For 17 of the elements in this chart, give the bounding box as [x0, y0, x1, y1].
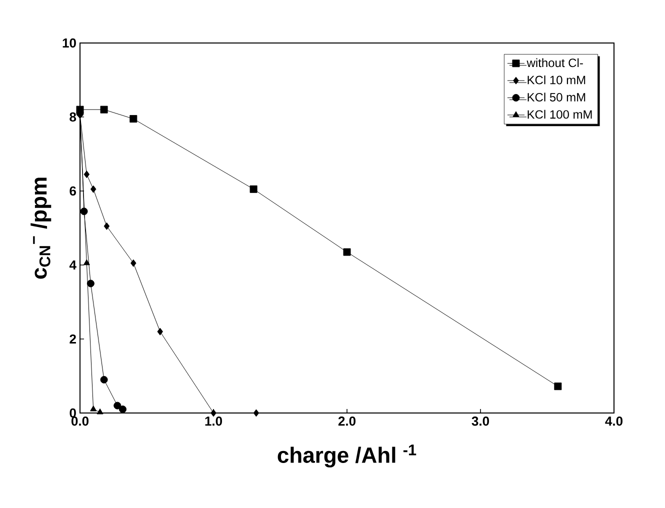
legend-label: KCl 50 mM [528, 92, 586, 102]
x-tick-label: 3.0 [472, 416, 489, 426]
x-tick-label: 2.0 [338, 416, 356, 426]
legend-label: KCl 10 mM [528, 75, 586, 84]
x-tick-label: 1.0 [205, 416, 222, 426]
y-tick-label: 4 [69, 260, 76, 270]
y-tick-label: 10 [62, 38, 76, 48]
y-axis-title: c$_{CN}$$^{−}$ /ppm [30, 178, 52, 279]
y-tick-label: 0 [70, 408, 76, 418]
legend-label: KCl 100 mM [528, 110, 592, 119]
x-tick-label: 0.0 [71, 416, 89, 426]
y-tick-label: 8 [70, 112, 76, 122]
x-axis-title: charge /Ahl $^{-1}$ [278, 444, 416, 468]
legend-label: without Cl- [526, 58, 583, 68]
y-tick-label: 6 [70, 186, 76, 196]
x-tick-label: 4.0 [605, 416, 622, 426]
y-tick-label: 2 [70, 334, 76, 344]
